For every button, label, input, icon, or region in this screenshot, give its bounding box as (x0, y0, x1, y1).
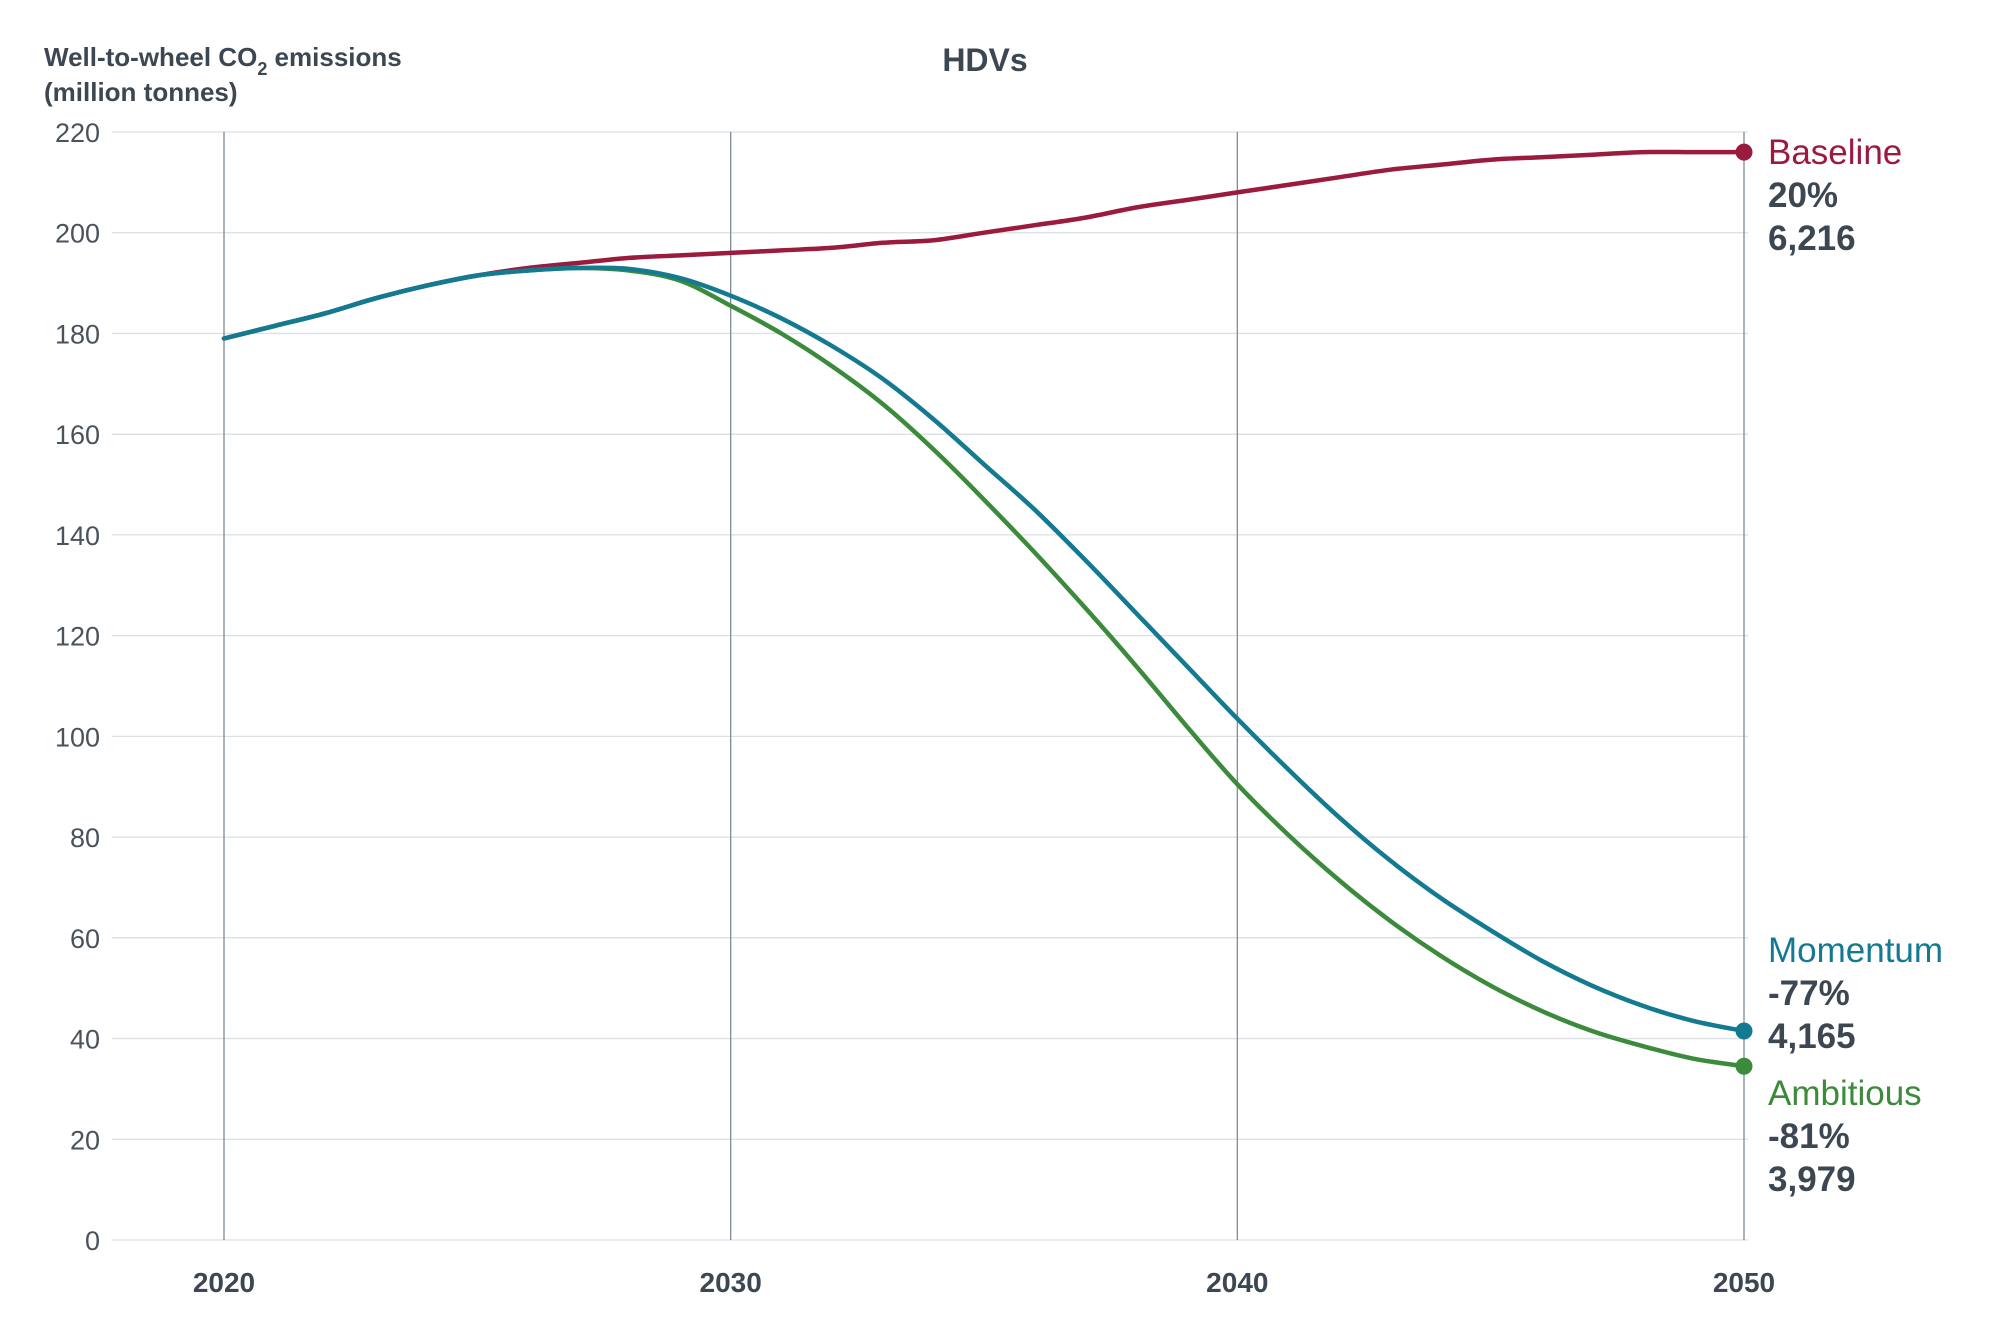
x-tick-label: 2020 (193, 1267, 255, 1298)
y-axis-label-subscript: 2 (257, 59, 267, 79)
series-lines (221, 149, 1747, 1069)
y-tick-label: 120 (55, 622, 100, 652)
series-labels: Baseline 20% 6,216 Momentum -77% 4,165 Ambitio… (1768, 133, 1943, 1199)
series-end-marker-momentum (1735, 1022, 1753, 1040)
y-tick-label: 140 (55, 521, 100, 551)
y-tick-label: 160 (55, 420, 100, 450)
y-tick-label: 20 (70, 1125, 100, 1155)
series-end-marker-baseline (1735, 143, 1753, 161)
y-axis-label: Well-to-wheel CO2 emissions (44, 42, 402, 79)
series-label-momentum: Momentum (1768, 931, 1943, 970)
y-axis-label-line2: (million tonnes) (44, 77, 238, 107)
series-end-markers (1735, 143, 1753, 1075)
series-total-baseline: 6,216 (1768, 219, 1856, 258)
x-tick-label: 2040 (1206, 1267, 1268, 1298)
y-tick-label: 180 (55, 319, 100, 349)
y-tick-label: 200 (55, 219, 100, 249)
grid (112, 131, 1748, 1241)
y-tick-label: 80 (70, 823, 100, 853)
y-ticks: 0 20 40 60 80 100 120 140 160 180 200 220 (55, 118, 100, 1256)
y-tick-label: 40 (70, 1025, 100, 1055)
y-axis-label-suffix: emissions (267, 42, 401, 72)
series-pct-ambitious: -81% (1768, 1117, 1850, 1156)
series-total-momentum: 4,165 (1768, 1017, 1856, 1056)
series-pct-baseline: 20% (1768, 176, 1838, 215)
y-tick-label: 220 (55, 118, 100, 148)
series-total-ambitious: 3,979 (1768, 1160, 1856, 1199)
x-ticks: 2020 2030 2040 2050 (193, 1267, 1775, 1298)
y-axis-label-prefix: Well-to-wheel CO (44, 42, 257, 72)
x-tick-label: 2050 (1713, 1267, 1775, 1298)
series-label-ambitious: Ambitious (1768, 1074, 1922, 1113)
series-end-marker-ambitious (1735, 1057, 1753, 1075)
series-label-baseline: Baseline (1768, 133, 1902, 172)
series-pct-momentum: -77% (1768, 974, 1850, 1013)
series-line-baseline (221, 149, 1747, 341)
y-tick-label: 60 (70, 924, 100, 954)
chart-title: HDVs (942, 42, 1027, 78)
y-tick-label: 100 (55, 722, 100, 752)
y-tick-label: 0 (85, 1226, 100, 1256)
x-tick-label: 2030 (700, 1267, 762, 1298)
series-line-momentum (221, 265, 1747, 1034)
